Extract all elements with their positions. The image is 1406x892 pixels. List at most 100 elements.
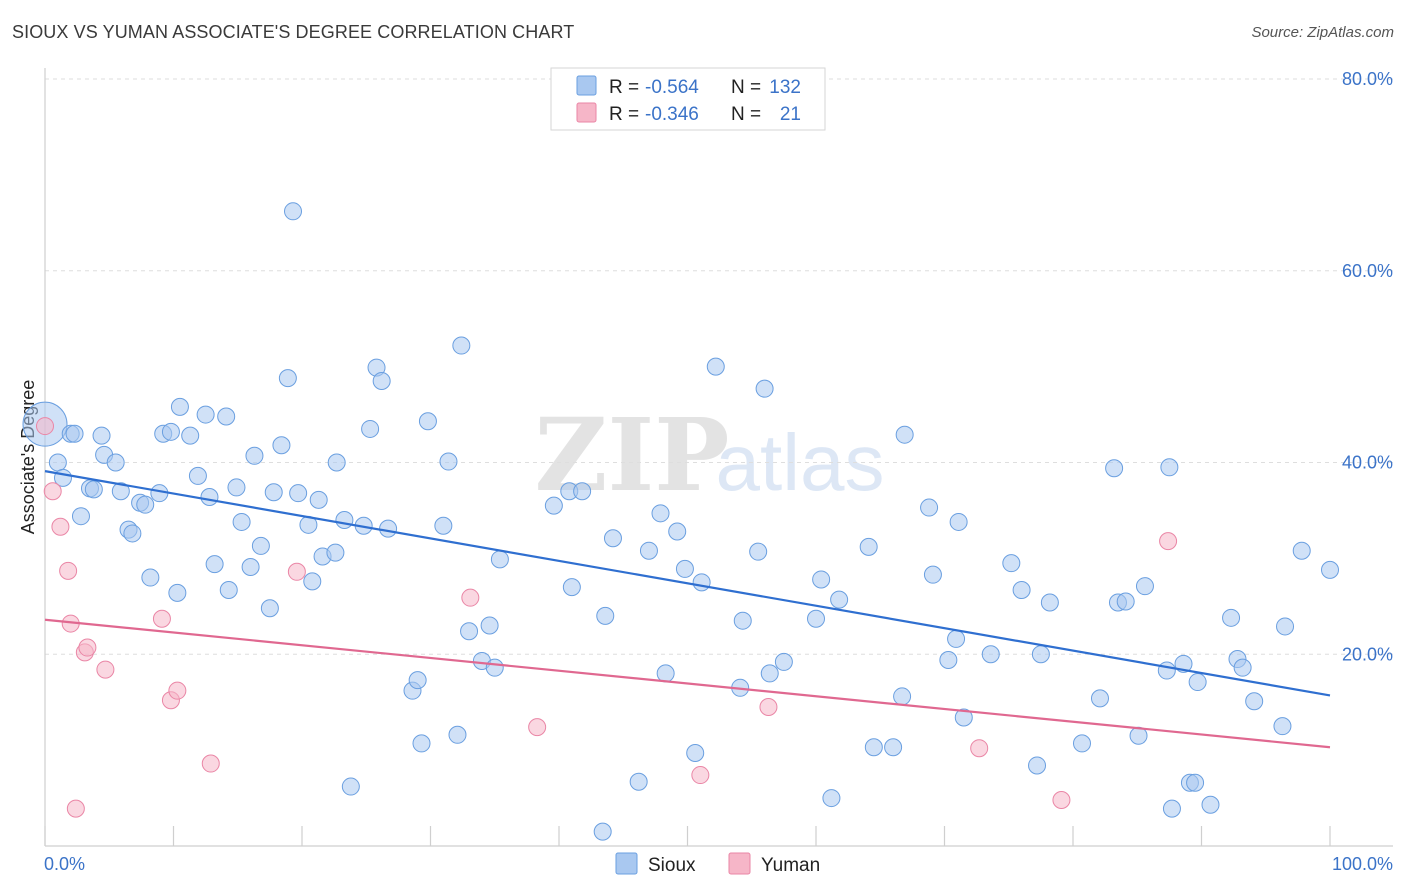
yuman-point-18 bbox=[970, 739, 989, 758]
sioux-point-99 bbox=[939, 651, 958, 670]
sioux-point-22 bbox=[181, 426, 200, 445]
yuman-point-3 bbox=[59, 561, 78, 580]
yuman-point-14 bbox=[461, 588, 480, 607]
sioux-point-66 bbox=[544, 496, 563, 515]
stats-legend: R = -0.564 N = 132 R = -0.346 N = 21 bbox=[550, 67, 826, 131]
sioux-point-31 bbox=[241, 558, 260, 577]
yuman-point-2 bbox=[51, 517, 70, 536]
sioux-point-46 bbox=[335, 511, 354, 530]
x-tick-label-max: 100.0% bbox=[1332, 854, 1393, 874]
sioux-point-123 bbox=[1201, 795, 1220, 814]
y-tick-label-20: 20.0% bbox=[1342, 644, 1393, 664]
sioux-trend-line bbox=[44, 470, 1331, 697]
yuman-point-0 bbox=[36, 417, 54, 436]
chart-source: Source: ZipAtlas.com bbox=[1251, 24, 1394, 41]
sioux-point-45 bbox=[327, 453, 346, 472]
sioux-point-126 bbox=[1233, 658, 1252, 677]
sioux-point-10 bbox=[106, 453, 125, 472]
sioux-point-74 bbox=[639, 541, 658, 560]
sioux-point-24 bbox=[196, 405, 215, 424]
sioux-point-13 bbox=[123, 524, 142, 543]
sioux-point-4 bbox=[65, 424, 84, 443]
sioux-point-103 bbox=[981, 645, 1000, 664]
yuman-point-12 bbox=[201, 754, 220, 773]
sioux-point-100 bbox=[947, 629, 966, 648]
y-tick-labels: 20.0% 40.0% 60.0% 80.0% bbox=[1342, 69, 1393, 664]
sioux-point-116 bbox=[1157, 661, 1176, 680]
sioux-point-65 bbox=[341, 777, 360, 796]
sioux-point-85 bbox=[755, 379, 774, 398]
sioux-point-25 bbox=[200, 488, 219, 507]
yuman-point-16 bbox=[691, 766, 710, 785]
sioux-point-73 bbox=[629, 772, 648, 791]
stats-legend-swatch-yuman bbox=[576, 102, 597, 123]
sioux-point-29 bbox=[227, 478, 246, 497]
yuman-points bbox=[36, 417, 1178, 818]
sioux-point-53 bbox=[408, 671, 427, 690]
sioux-point-58 bbox=[448, 725, 467, 744]
sioux-point-88 bbox=[807, 609, 825, 628]
sioux-point-121 bbox=[1186, 773, 1205, 792]
yuman-point-11 bbox=[168, 681, 187, 700]
stats-n-value-sioux: 132 bbox=[769, 77, 801, 98]
sioux-point-110 bbox=[1090, 689, 1109, 708]
sioux-point-16 bbox=[141, 568, 160, 587]
sioux-point-109 bbox=[1072, 734, 1091, 753]
yuman-point-7 bbox=[78, 638, 97, 657]
trend-lines bbox=[44, 470, 1331, 749]
sioux-point-23 bbox=[188, 466, 207, 485]
sioux-point-78 bbox=[675, 559, 694, 578]
sioux-point-90 bbox=[830, 590, 849, 609]
sioux-point-87 bbox=[774, 652, 793, 671]
yuman-point-20 bbox=[1159, 532, 1178, 551]
sioux-point-26 bbox=[205, 555, 224, 574]
sioux-point-15 bbox=[136, 495, 155, 514]
sioux-point-104 bbox=[1002, 554, 1021, 573]
sioux-point-8 bbox=[92, 426, 111, 445]
sioux-point-95 bbox=[893, 687, 912, 706]
sioux-point-113 bbox=[1116, 592, 1135, 611]
stats-r-value-yuman: -0.346 bbox=[645, 104, 699, 125]
sioux-point-55 bbox=[418, 412, 437, 431]
sioux-point-70 bbox=[593, 822, 612, 841]
sioux-point-94 bbox=[884, 738, 903, 757]
sioux-point-84 bbox=[749, 542, 768, 561]
stats-r-value-sioux: -0.564 bbox=[645, 77, 699, 98]
sioux-point-38 bbox=[284, 202, 303, 221]
yuman-point-9 bbox=[152, 609, 171, 628]
sioux-point-101 bbox=[949, 512, 968, 531]
sioux-point-107 bbox=[1031, 645, 1050, 664]
sioux-point-96 bbox=[895, 425, 914, 444]
sioux-point-89 bbox=[812, 570, 831, 589]
sioux-point-28 bbox=[219, 581, 238, 600]
sioux-point-5 bbox=[71, 507, 90, 526]
series-legend-label-sioux: Sioux bbox=[648, 855, 696, 876]
stats-legend-swatch-sioux bbox=[576, 75, 597, 96]
y-tick-label-60: 60.0% bbox=[1342, 261, 1393, 281]
sioux-point-32 bbox=[245, 446, 264, 465]
series-legend-label-yuman: Yuman bbox=[761, 855, 820, 876]
sioux-point-54 bbox=[412, 734, 431, 753]
sioux-point-56 bbox=[434, 516, 453, 535]
series-legend: Sioux Yuman bbox=[615, 852, 820, 876]
sioux-point-92 bbox=[859, 537, 878, 556]
sioux-point-60 bbox=[460, 622, 479, 641]
sioux-point-34 bbox=[260, 599, 279, 618]
yuman-trend-line bbox=[44, 618, 1331, 749]
stats-r-label-yuman: R = bbox=[609, 104, 639, 125]
yuman-point-1 bbox=[43, 482, 62, 501]
y-axis-title: Associate's Degree bbox=[18, 380, 38, 535]
x-axis-ticks bbox=[44, 826, 1331, 846]
stats-n-label-yuman: N = bbox=[731, 104, 761, 125]
sioux-point-21 bbox=[170, 397, 189, 416]
sioux-point-127 bbox=[1245, 692, 1264, 711]
sioux-point-69 bbox=[573, 482, 592, 501]
stats-r-label-sioux: R = bbox=[609, 77, 639, 98]
sioux-point-1 bbox=[48, 453, 67, 472]
y-tick-label-80: 80.0% bbox=[1342, 69, 1393, 89]
sioux-point-42 bbox=[309, 490, 328, 509]
sioux-point-122 bbox=[1188, 673, 1207, 692]
yuman-point-5 bbox=[66, 799, 85, 818]
sioux-point-36 bbox=[272, 436, 291, 455]
sioux-point-124 bbox=[1222, 608, 1241, 627]
